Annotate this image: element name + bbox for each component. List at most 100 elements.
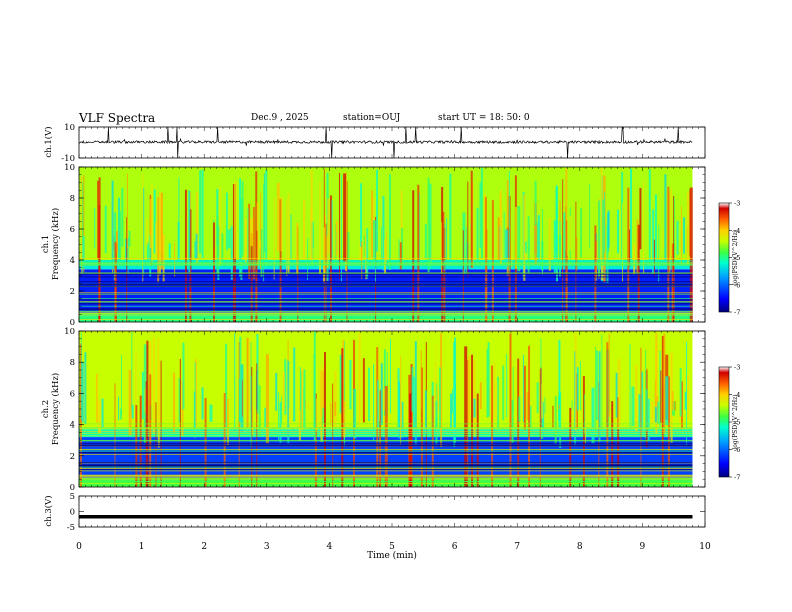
spectrogram-streak (299, 366, 301, 411)
spectrogram-streak (643, 179, 645, 274)
spectrogram-streak (641, 371, 644, 431)
spectrogram-line (79, 435, 693, 437)
spectrogram-streak (598, 200, 601, 277)
ch1-spectro-ylabel-frequency: Frequency (kHz) (50, 208, 61, 280)
spectrogram-streak (638, 394, 641, 438)
spectrogram-streak (323, 352, 326, 487)
spectrogram-streak (652, 209, 655, 274)
spectrogram-streak (155, 221, 158, 256)
spectrogram-streak (209, 404, 213, 422)
spectrogram-streak (332, 383, 334, 487)
spectrogram-streak (131, 331, 133, 411)
spectrogram-streak (319, 181, 322, 275)
spectrogram-line (79, 298, 693, 299)
spectrogram-streak (418, 193, 420, 264)
spectrogram-streak (84, 352, 87, 425)
spectrogram-streak (173, 372, 176, 433)
spectrogram-streak (506, 353, 508, 418)
ch2-spectro-ylabel-channel: ch.2 (41, 400, 51, 418)
y-tick-label: 5 (70, 492, 75, 502)
spectrogram-streak (553, 220, 556, 273)
spectrogram-line (79, 478, 693, 480)
spectrogram-line (79, 263, 693, 265)
spectrogram-streak (120, 355, 122, 415)
spectrogram-streak (505, 229, 509, 267)
spectrogram-streak (639, 187, 642, 250)
spectrogram-streak (384, 239, 387, 274)
spectrogram-streak (290, 214, 292, 260)
spectrogram-streak (523, 194, 526, 281)
spectrogram-streak (195, 233, 198, 259)
spectrogram-streak (97, 400, 101, 434)
spectrogram-streak (179, 358, 181, 487)
y-tick-label: 0 (70, 318, 75, 328)
spectrogram-streak (663, 333, 666, 434)
spectrogram-streak (301, 368, 304, 431)
ch2-spectro-ylabel-frequency: Frequency (kHz) (50, 373, 61, 445)
spectrogram-streak (287, 193, 290, 273)
spectrogram-line (79, 264, 693, 266)
colorbar-tick-label: -5 (734, 254, 740, 262)
spectrogram-streak (146, 340, 149, 487)
spectrogram-streak (273, 198, 275, 280)
spectrogram-streak (303, 369, 306, 431)
spectrogram-streak (444, 223, 446, 272)
spectrogram-streak (118, 197, 121, 261)
spectrogram-line (79, 262, 693, 263)
spectrogram-streak (528, 238, 530, 252)
spectrogram-streak (654, 194, 657, 263)
spectrogram-streak (300, 372, 302, 429)
spectrogram-streak (230, 225, 233, 280)
spectrogram-line (79, 482, 693, 484)
spectrogram-streak (343, 173, 347, 262)
spectrogram-streak (441, 222, 443, 274)
spectrogram-streak (585, 399, 587, 444)
spectrogram-streak (286, 199, 288, 276)
spectrogram-streak (184, 189, 187, 322)
spectrogram-streak (682, 217, 685, 254)
spectrogram-streak (128, 369, 132, 435)
spectrogram-streak (341, 348, 344, 487)
spectrogram-streak (480, 167, 483, 259)
figure-title: VLF Spectra (79, 111, 156, 125)
spectrogram-streak (256, 202, 259, 267)
spectrogram-streak (640, 347, 642, 487)
spectrogram-streak (150, 184, 153, 262)
colorbar-tick-label: -7 (734, 309, 740, 317)
spectrogram-streak (320, 369, 323, 442)
spectrogram-streak (660, 370, 662, 423)
spectrogram-streak (435, 400, 438, 445)
spectrogram-streak (379, 390, 382, 487)
spectrogram-streak (400, 402, 402, 427)
spectrogram-line (79, 305, 693, 307)
spectrogram-streak (340, 174, 342, 282)
spectrogram-streak (558, 404, 560, 410)
spectrogram-streak (555, 186, 558, 253)
spectrogram-streak (554, 396, 557, 445)
spectrogram-streak (534, 180, 537, 259)
spectrogram-streak (382, 196, 385, 271)
spectrogram-streak (248, 203, 251, 279)
spectrogram-streak (544, 397, 546, 414)
spectrogram-streak (665, 376, 669, 426)
spectrogram-streak (689, 189, 692, 257)
spectrogram-streak (178, 378, 181, 423)
spectrogram-streak (502, 365, 505, 421)
spectrogram-streak (287, 360, 290, 444)
spectrogram-line (79, 428, 693, 430)
spectrogram-streak (276, 182, 280, 252)
spectrogram-streak (464, 346, 468, 487)
spectrogram-streak (635, 364, 638, 432)
spectrogram-streak (661, 336, 664, 487)
spectrogram-streak (434, 362, 437, 418)
spectrogram-streak (411, 366, 414, 412)
y-tick-label: 2 (70, 452, 75, 462)
spectrogram-streak (684, 391, 687, 410)
spectrogram-streak (528, 345, 531, 487)
spectrogram-streak (486, 348, 489, 418)
colorbar-tick-label: -6 (734, 446, 740, 454)
spectrogram-streak (524, 241, 527, 253)
spectrogram-streak (654, 406, 657, 423)
spectrogram-streak (589, 183, 591, 249)
spectrogram-streak (566, 218, 568, 256)
